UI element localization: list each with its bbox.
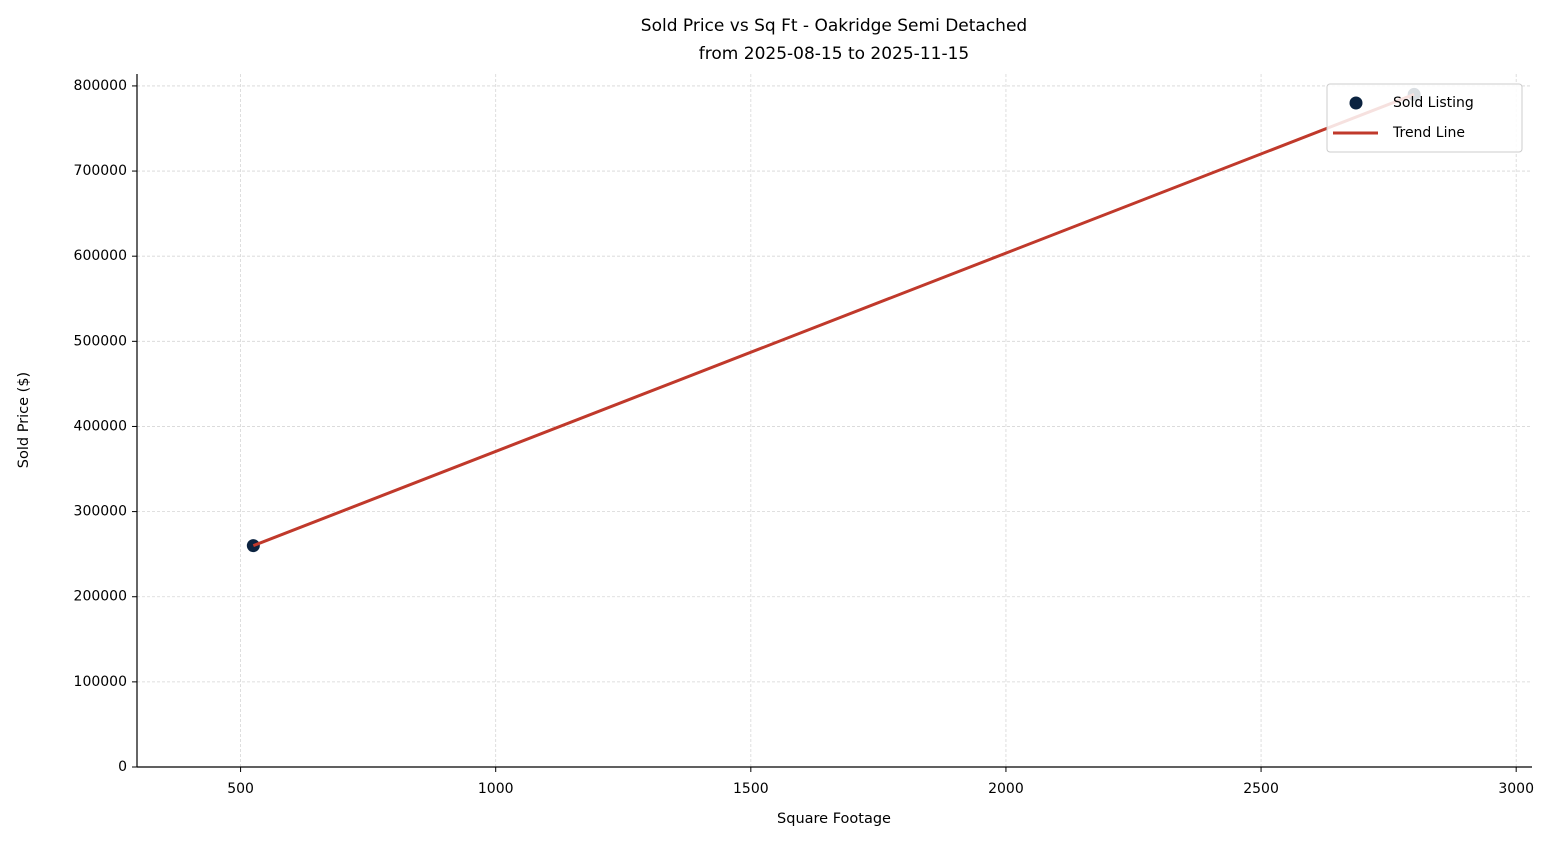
x-tick-label: 2000: [988, 781, 1024, 797]
x-tick-label: 1000: [478, 781, 514, 797]
x-axis-label: Square Footage: [777, 811, 891, 827]
x-tick-label: 2500: [1243, 781, 1279, 797]
scatter-point: [246, 539, 260, 553]
x-tick-label: 3000: [1498, 781, 1534, 797]
y-tick-label: 200000: [74, 589, 127, 605]
y-tick-label: 400000: [74, 418, 127, 434]
x-tick-label: 500: [227, 781, 254, 797]
chart-subtitle: from 2025-08-15 to 2025-11-15: [699, 44, 969, 64]
legend-label: Trend Line: [1392, 125, 1465, 141]
y-tick-label: 300000: [74, 504, 127, 520]
y-tick-label: 100000: [74, 674, 127, 690]
legend-box: [1326, 83, 1523, 153]
chart-title: Sold Price vs Sq Ft - Oakridge Semi Deta…: [641, 16, 1027, 36]
legend-swatch: [1349, 96, 1363, 110]
legend-label: Sold Listing: [1393, 95, 1474, 111]
y-tick-label: 700000: [74, 163, 127, 179]
y-tick-label: 800000: [74, 78, 127, 94]
x-tick-label: 1500: [733, 781, 769, 797]
y-tick-label: 500000: [74, 333, 127, 349]
legend: Sold Listing Trend Line: [1326, 83, 1523, 153]
trend-line: [252, 93, 1415, 548]
y-axis-label: Sold Price ($): [16, 372, 32, 468]
y-tick-label: 0: [118, 759, 127, 775]
y-tick-label: 600000: [74, 248, 127, 264]
